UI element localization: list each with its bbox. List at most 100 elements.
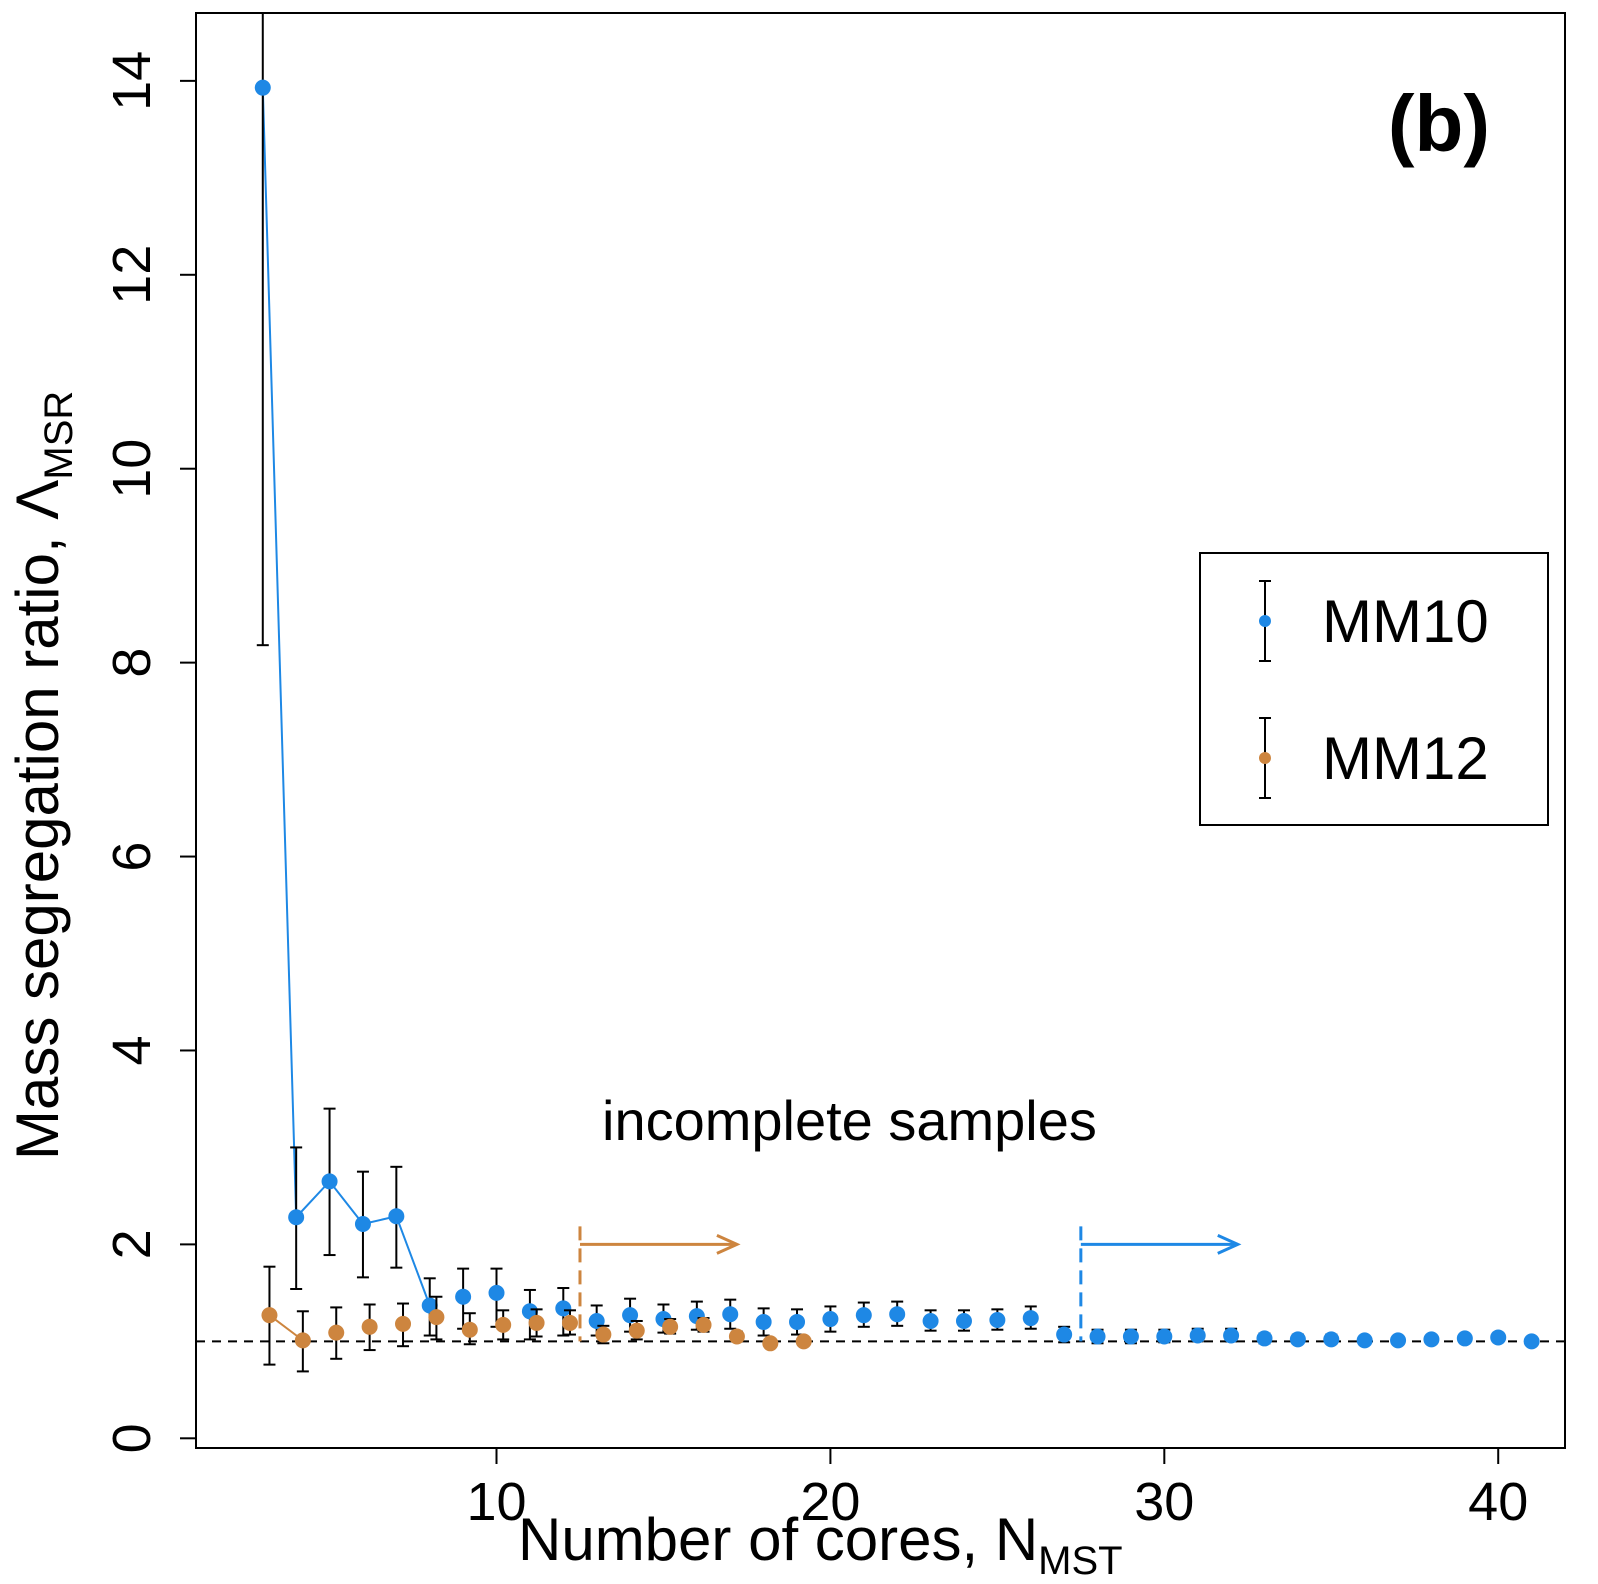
legend-box xyxy=(1199,552,1549,826)
data-point xyxy=(1356,1332,1373,1349)
data-point xyxy=(622,1307,639,1324)
point-mm10-30 xyxy=(1256,1330,1273,1347)
point-mm10-1 xyxy=(288,1146,305,1290)
series-line-mm10 xyxy=(261,87,431,1306)
legend: MM10 MM12 xyxy=(1199,552,1549,826)
data-point xyxy=(321,1173,338,1190)
legend-entry-mm10: MM10 xyxy=(1259,580,1489,662)
plot-frame xyxy=(195,12,1566,1449)
data-point xyxy=(261,1307,278,1324)
series-mm10 xyxy=(254,12,1540,1350)
point-mm10-31 xyxy=(1289,1331,1306,1348)
incomplete-marker-mm10 xyxy=(1079,1226,1242,1342)
data-point xyxy=(521,1303,538,1320)
data-point xyxy=(922,1312,939,1329)
data-point xyxy=(989,1312,1006,1329)
point-mm10-29 xyxy=(1223,1327,1240,1344)
data-point xyxy=(1256,1330,1273,1347)
point-mm10-36 xyxy=(1456,1330,1473,1347)
y-tick-label-0: 0 xyxy=(102,1423,162,1453)
point-mm10-25 xyxy=(1089,1328,1106,1345)
point-mm12-4 xyxy=(395,1302,412,1348)
x-tick-label-20: 20 xyxy=(800,1472,860,1532)
data-point xyxy=(354,1216,371,1233)
point-mm12-14 xyxy=(728,1328,745,1345)
point-mm10-9 xyxy=(555,1287,572,1337)
point-mm10-16 xyxy=(789,1308,806,1336)
point-mm12-16 xyxy=(795,1333,812,1350)
x-tick-label-40: 40 xyxy=(1468,1472,1528,1532)
data-point xyxy=(762,1335,779,1352)
data-point xyxy=(855,1307,872,1324)
point-mm10-19 xyxy=(889,1300,906,1327)
data-point xyxy=(1122,1328,1139,1345)
legend-label-mm10: MM10 xyxy=(1322,588,1489,655)
data-point xyxy=(1189,1327,1206,1344)
point-mm12-9 xyxy=(561,1309,578,1336)
data-point xyxy=(428,1309,445,1326)
point-mm12-3 xyxy=(361,1303,378,1352)
data-point xyxy=(421,1297,438,1314)
point-mm10-2 xyxy=(321,1107,338,1257)
panel-label: (b) xyxy=(1388,79,1490,168)
point-mm12-6 xyxy=(461,1312,478,1346)
point-mm10-8 xyxy=(521,1288,538,1341)
data-point xyxy=(395,1315,412,1332)
point-mm12-8 xyxy=(528,1308,545,1338)
point-mm10-38 xyxy=(1523,1333,1540,1350)
data-point xyxy=(294,1332,311,1349)
y-tick-label-10: 10 xyxy=(102,439,162,499)
point-mm10-35 xyxy=(1423,1331,1440,1348)
point-mm12-7 xyxy=(495,1309,512,1341)
legend-swatch xyxy=(1259,752,1271,764)
point-mm12-5 xyxy=(428,1295,445,1341)
point-mm10-17 xyxy=(822,1305,839,1333)
point-mm12-1 xyxy=(294,1310,311,1373)
plot-area xyxy=(196,12,1565,1373)
point-mm10-0 xyxy=(254,12,271,647)
data-point xyxy=(955,1312,972,1329)
point-mm10-33 xyxy=(1356,1332,1373,1349)
x-axis-label-main: Number of cores, N xyxy=(518,1506,1038,1573)
incomplete-marker-mm12 xyxy=(578,1226,741,1342)
x-tick-label-10: 10 xyxy=(466,1472,526,1532)
point-mm10-6 xyxy=(455,1267,472,1330)
data-point xyxy=(722,1306,739,1323)
data-point xyxy=(695,1316,712,1333)
data-point xyxy=(889,1306,906,1323)
data-point xyxy=(595,1326,612,1343)
data-point xyxy=(789,1313,806,1330)
point-mm10-23 xyxy=(1022,1305,1039,1330)
y-tick-label-6: 6 xyxy=(102,842,162,872)
data-point xyxy=(254,79,271,96)
incomplete-samples-annotation: incomplete samples xyxy=(602,1089,1097,1152)
data-point xyxy=(1156,1328,1173,1345)
point-mm12-12 xyxy=(662,1318,679,1335)
series-mm12 xyxy=(261,1265,812,1373)
y-axis-label-subscript: MSR xyxy=(37,391,81,480)
y-tick-label-4: 4 xyxy=(102,1035,162,1065)
legend-swatch xyxy=(1259,615,1271,627)
data-point xyxy=(662,1318,679,1335)
point-mm12-2 xyxy=(328,1306,345,1360)
point-mm10-5 xyxy=(421,1277,438,1337)
svg-text:Number of cores, NMST: Number of cores, NMST xyxy=(518,1506,1123,1583)
data-point xyxy=(1423,1331,1440,1348)
data-point xyxy=(455,1288,472,1305)
data-point xyxy=(728,1328,745,1345)
svg-text:Mass segregation ratio, ΛMSR: Mass segregation ratio, ΛMSR xyxy=(4,391,81,1160)
y-tick-label-2: 2 xyxy=(102,1229,162,1259)
point-mm10-15 xyxy=(755,1307,772,1337)
point-mm10-4 xyxy=(388,1165,405,1269)
point-mm12-10 xyxy=(595,1324,612,1345)
data-point xyxy=(488,1284,505,1301)
data-point xyxy=(328,1324,345,1341)
incomplete-arrowhead xyxy=(1217,1234,1242,1255)
y-axis-label: Mass segregation ratio, ΛMSR xyxy=(4,391,81,1160)
data-point xyxy=(755,1313,772,1330)
data-point xyxy=(288,1209,305,1226)
data-point xyxy=(795,1333,812,1350)
data-point xyxy=(1323,1331,1340,1348)
point-mm12-15 xyxy=(762,1335,779,1352)
